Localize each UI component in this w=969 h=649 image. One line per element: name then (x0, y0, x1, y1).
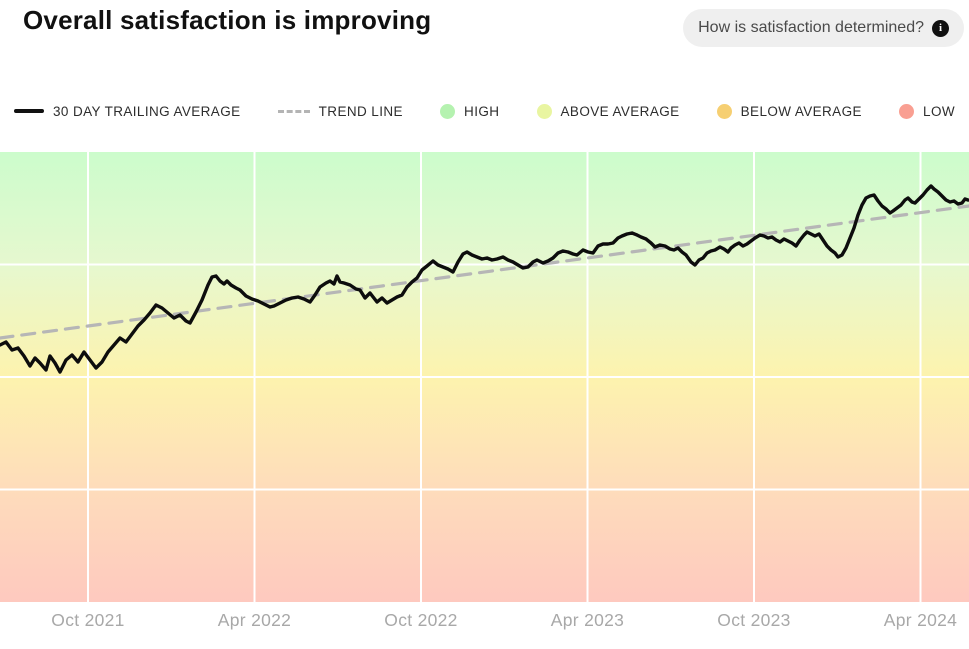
chart-plot-area (0, 152, 969, 602)
how-satisfaction-determined-button[interactable]: How is satisfaction determined? i (683, 9, 964, 47)
x-axis: Oct 2021 Apr 2022 Oct 2022 Apr 2023 Oct 2023… (0, 602, 969, 642)
satisfaction-chart (0, 152, 969, 602)
below-average-swatch-icon (716, 103, 732, 119)
trend-line-swatch-icon (277, 109, 310, 113)
above-average-swatch-icon (536, 103, 552, 119)
trailing-average-swatch-icon (14, 109, 44, 113)
legend-label-trend-line: TREND LINE (318, 103, 403, 119)
info-button-label: How is satisfaction determined? (698, 19, 924, 36)
series-30-day-trailing-average (0, 184, 969, 374)
x-tick-label: Oct 2022 (384, 610, 458, 630)
legend-label-high: HIGH (464, 103, 500, 119)
page-title: Overall satisfaction is improving (23, 5, 432, 35)
legend-item-high[interactable]: HIGH (440, 103, 500, 119)
x-tick-label: Apr 2023 (550, 610, 625, 630)
series-trend-line (0, 204, 969, 340)
chart-legend: 30 DAY TRAILING AVERAGE TREND LINE HIGH ABO… (0, 99, 969, 123)
legend-label-below-average: BELOW AVERAGE (740, 103, 862, 119)
legend-item-above-average[interactable]: ABOVE AVERAGE (536, 103, 680, 119)
x-tick-label: Apr 2024 (883, 610, 958, 630)
legend-label-trailing-average: 30 DAY TRAILING AVERAGE (53, 103, 241, 119)
legend-item-trend-line[interactable]: TREND LINE (277, 103, 403, 119)
legend-item-low[interactable]: LOW (899, 103, 955, 119)
info-icon: i (932, 19, 949, 37)
legend-label-low: LOW (923, 103, 955, 119)
legend-label-above-average: ABOVE AVERAGE (560, 103, 680, 119)
x-tick-label: Oct 2023 (717, 610, 791, 630)
legend-item-trailing-average[interactable]: 30 DAY TRAILING AVERAGE (14, 104, 241, 119)
high-swatch-icon (440, 103, 456, 119)
low-swatch-icon (899, 103, 915, 119)
legend-item-below-average[interactable]: BELOW AVERAGE (716, 103, 862, 119)
x-tick-label: Oct 2021 (51, 610, 125, 630)
x-tick-label: Apr 2022 (217, 610, 292, 630)
